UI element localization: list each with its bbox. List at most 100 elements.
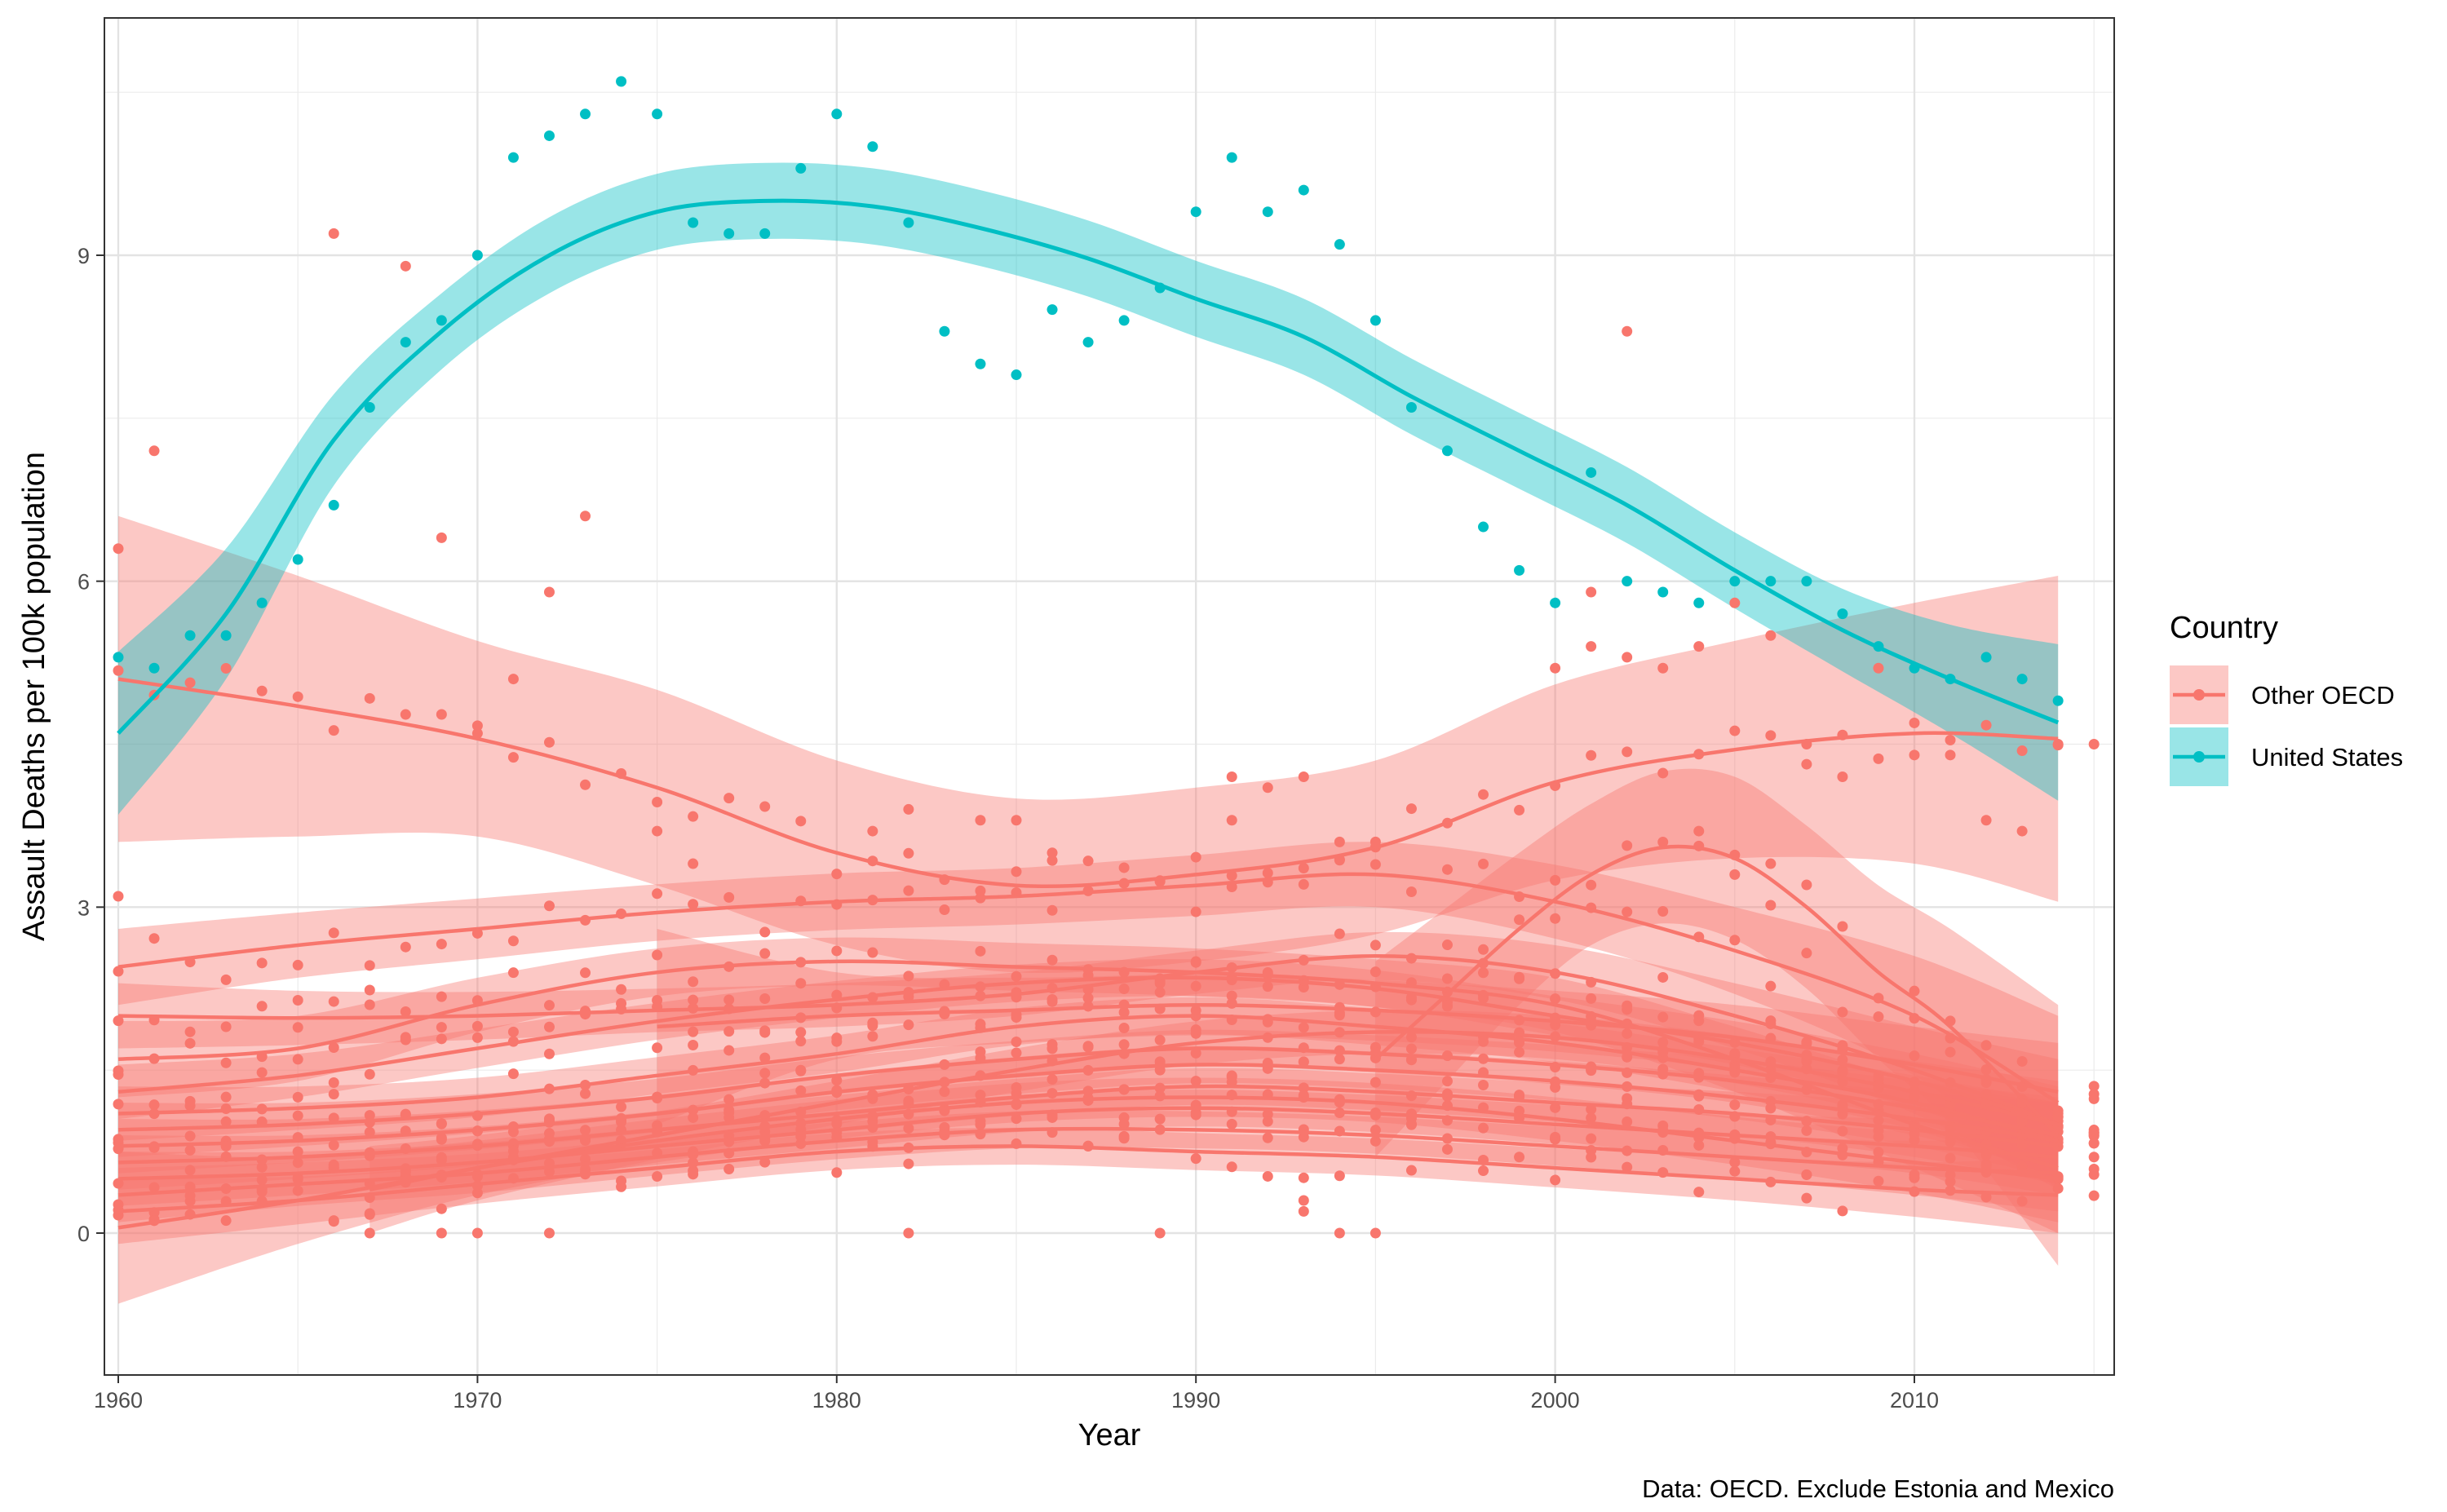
us-point	[867, 141, 878, 153]
oecd-point	[1657, 1037, 1669, 1048]
oecd-smooth-line	[117, 872, 2060, 1105]
oecd-point	[975, 1090, 986, 1101]
oecd-point	[328, 1159, 339, 1170]
oecd-point	[292, 1174, 303, 1185]
oecd-point	[184, 1037, 196, 1049]
oecd-point	[1837, 921, 1848, 932]
oecd-point	[256, 1067, 268, 1078]
oecd-point	[652, 1042, 663, 1054]
oecd-ribbon	[118, 842, 2059, 1190]
oecd-point	[292, 1091, 303, 1103]
oecd-point	[1047, 1042, 1058, 1054]
oecd-point	[1082, 1041, 1094, 1053]
oecd-point	[688, 976, 699, 988]
oecd-point	[507, 752, 519, 763]
oecd-point	[723, 1026, 735, 1037]
oecd-smooth-line	[369, 1029, 2059, 1191]
panel-border	[104, 17, 2115, 1376]
oecd-point	[184, 1190, 196, 1201]
oecd-point	[1622, 840, 1633, 851]
oecd-point	[292, 1157, 303, 1169]
us-point	[688, 217, 699, 228]
oecd-point	[328, 996, 339, 1007]
oecd-point	[723, 1094, 735, 1105]
oecd-point	[256, 1161, 268, 1173]
oecd-point	[1011, 815, 1022, 826]
legend-label: Other OECD	[2251, 681, 2395, 710]
oecd-point	[1226, 1118, 1237, 1130]
oecd-point	[1478, 858, 1489, 869]
oecd-point	[328, 927, 339, 939]
oecd-point	[1729, 597, 1741, 608]
oecd-point	[364, 984, 375, 996]
oecd-point	[436, 1203, 447, 1214]
oecd-point	[1622, 746, 1633, 758]
oecd-point	[1801, 1125, 1812, 1136]
oecd-point	[436, 1033, 447, 1045]
oecd-point	[688, 1026, 699, 1037]
oecd-point	[2088, 1190, 2100, 1201]
oecd-point	[256, 1186, 268, 1197]
oecd-point	[436, 939, 447, 950]
oecd-point	[1729, 935, 1741, 946]
oecd-point	[1405, 1032, 1417, 1043]
oecd-point	[1334, 1227, 1345, 1239]
oecd-point	[1550, 1174, 1561, 1186]
us-point	[975, 358, 986, 369]
us-point	[292, 554, 303, 565]
legend-title: Country	[2170, 611, 2278, 645]
oecd-point	[2088, 1152, 2100, 1163]
oecd-point	[436, 1117, 447, 1129]
oecd-point	[723, 1164, 735, 1175]
legend-label: United States	[2251, 743, 2403, 771]
oecd-point	[400, 260, 411, 272]
oecd-point	[507, 674, 519, 685]
oecd-point	[256, 1001, 268, 1012]
oecd-point	[1190, 980, 1201, 992]
oecd-point	[1765, 858, 1777, 869]
oecd-point	[1190, 1109, 1201, 1121]
us-point	[1729, 576, 1741, 587]
us-point	[652, 108, 663, 120]
oecd-point	[364, 1208, 375, 1219]
oecd-point	[400, 1006, 411, 1018]
oecd-point	[2016, 745, 2028, 757]
oecd-point	[364, 692, 375, 704]
oecd-smooth-line	[117, 1144, 2059, 1214]
oecd-point	[903, 1095, 914, 1107]
oecd-smooth-line	[117, 677, 2059, 888]
oecd-point	[2052, 1111, 2064, 1122]
oecd-point	[903, 885, 914, 896]
oecd-point	[1729, 869, 1741, 880]
oecd-point	[400, 709, 411, 720]
oecd-point	[652, 825, 663, 837]
oecd-point	[1909, 1169, 1920, 1180]
oecd-point	[1262, 1132, 1273, 1143]
oecd-point	[1729, 1099, 1741, 1111]
us-point	[616, 76, 627, 87]
oecd-point	[1118, 862, 1130, 873]
oecd-point	[1622, 1116, 1633, 1127]
oecd-point	[1011, 1037, 1022, 1048]
oecd-ribbon	[1375, 768, 2059, 1266]
oecd-point	[1370, 939, 1381, 951]
oecd-point	[1980, 719, 1992, 731]
oecd-point	[688, 899, 699, 910]
oecd-point	[184, 1026, 196, 1037]
oecd-point	[759, 948, 771, 959]
oecd-point	[903, 970, 914, 982]
oecd-point	[939, 904, 950, 916]
oecd-point	[1550, 1102, 1561, 1113]
oecd-point	[580, 967, 591, 979]
oecd-point	[759, 1052, 771, 1063]
oecd-point	[1873, 1147, 1884, 1158]
oecd-smooth-line	[117, 1126, 2059, 1197]
oecd-point	[113, 1065, 124, 1077]
oecd-point	[471, 1032, 483, 1043]
oecd-point	[1622, 652, 1633, 663]
oecd-point	[1837, 1205, 1848, 1217]
oecd-point	[1011, 970, 1022, 982]
oecd-point	[256, 957, 268, 969]
oecd-point	[1765, 980, 1777, 992]
oecd-point	[543, 1000, 555, 1011]
